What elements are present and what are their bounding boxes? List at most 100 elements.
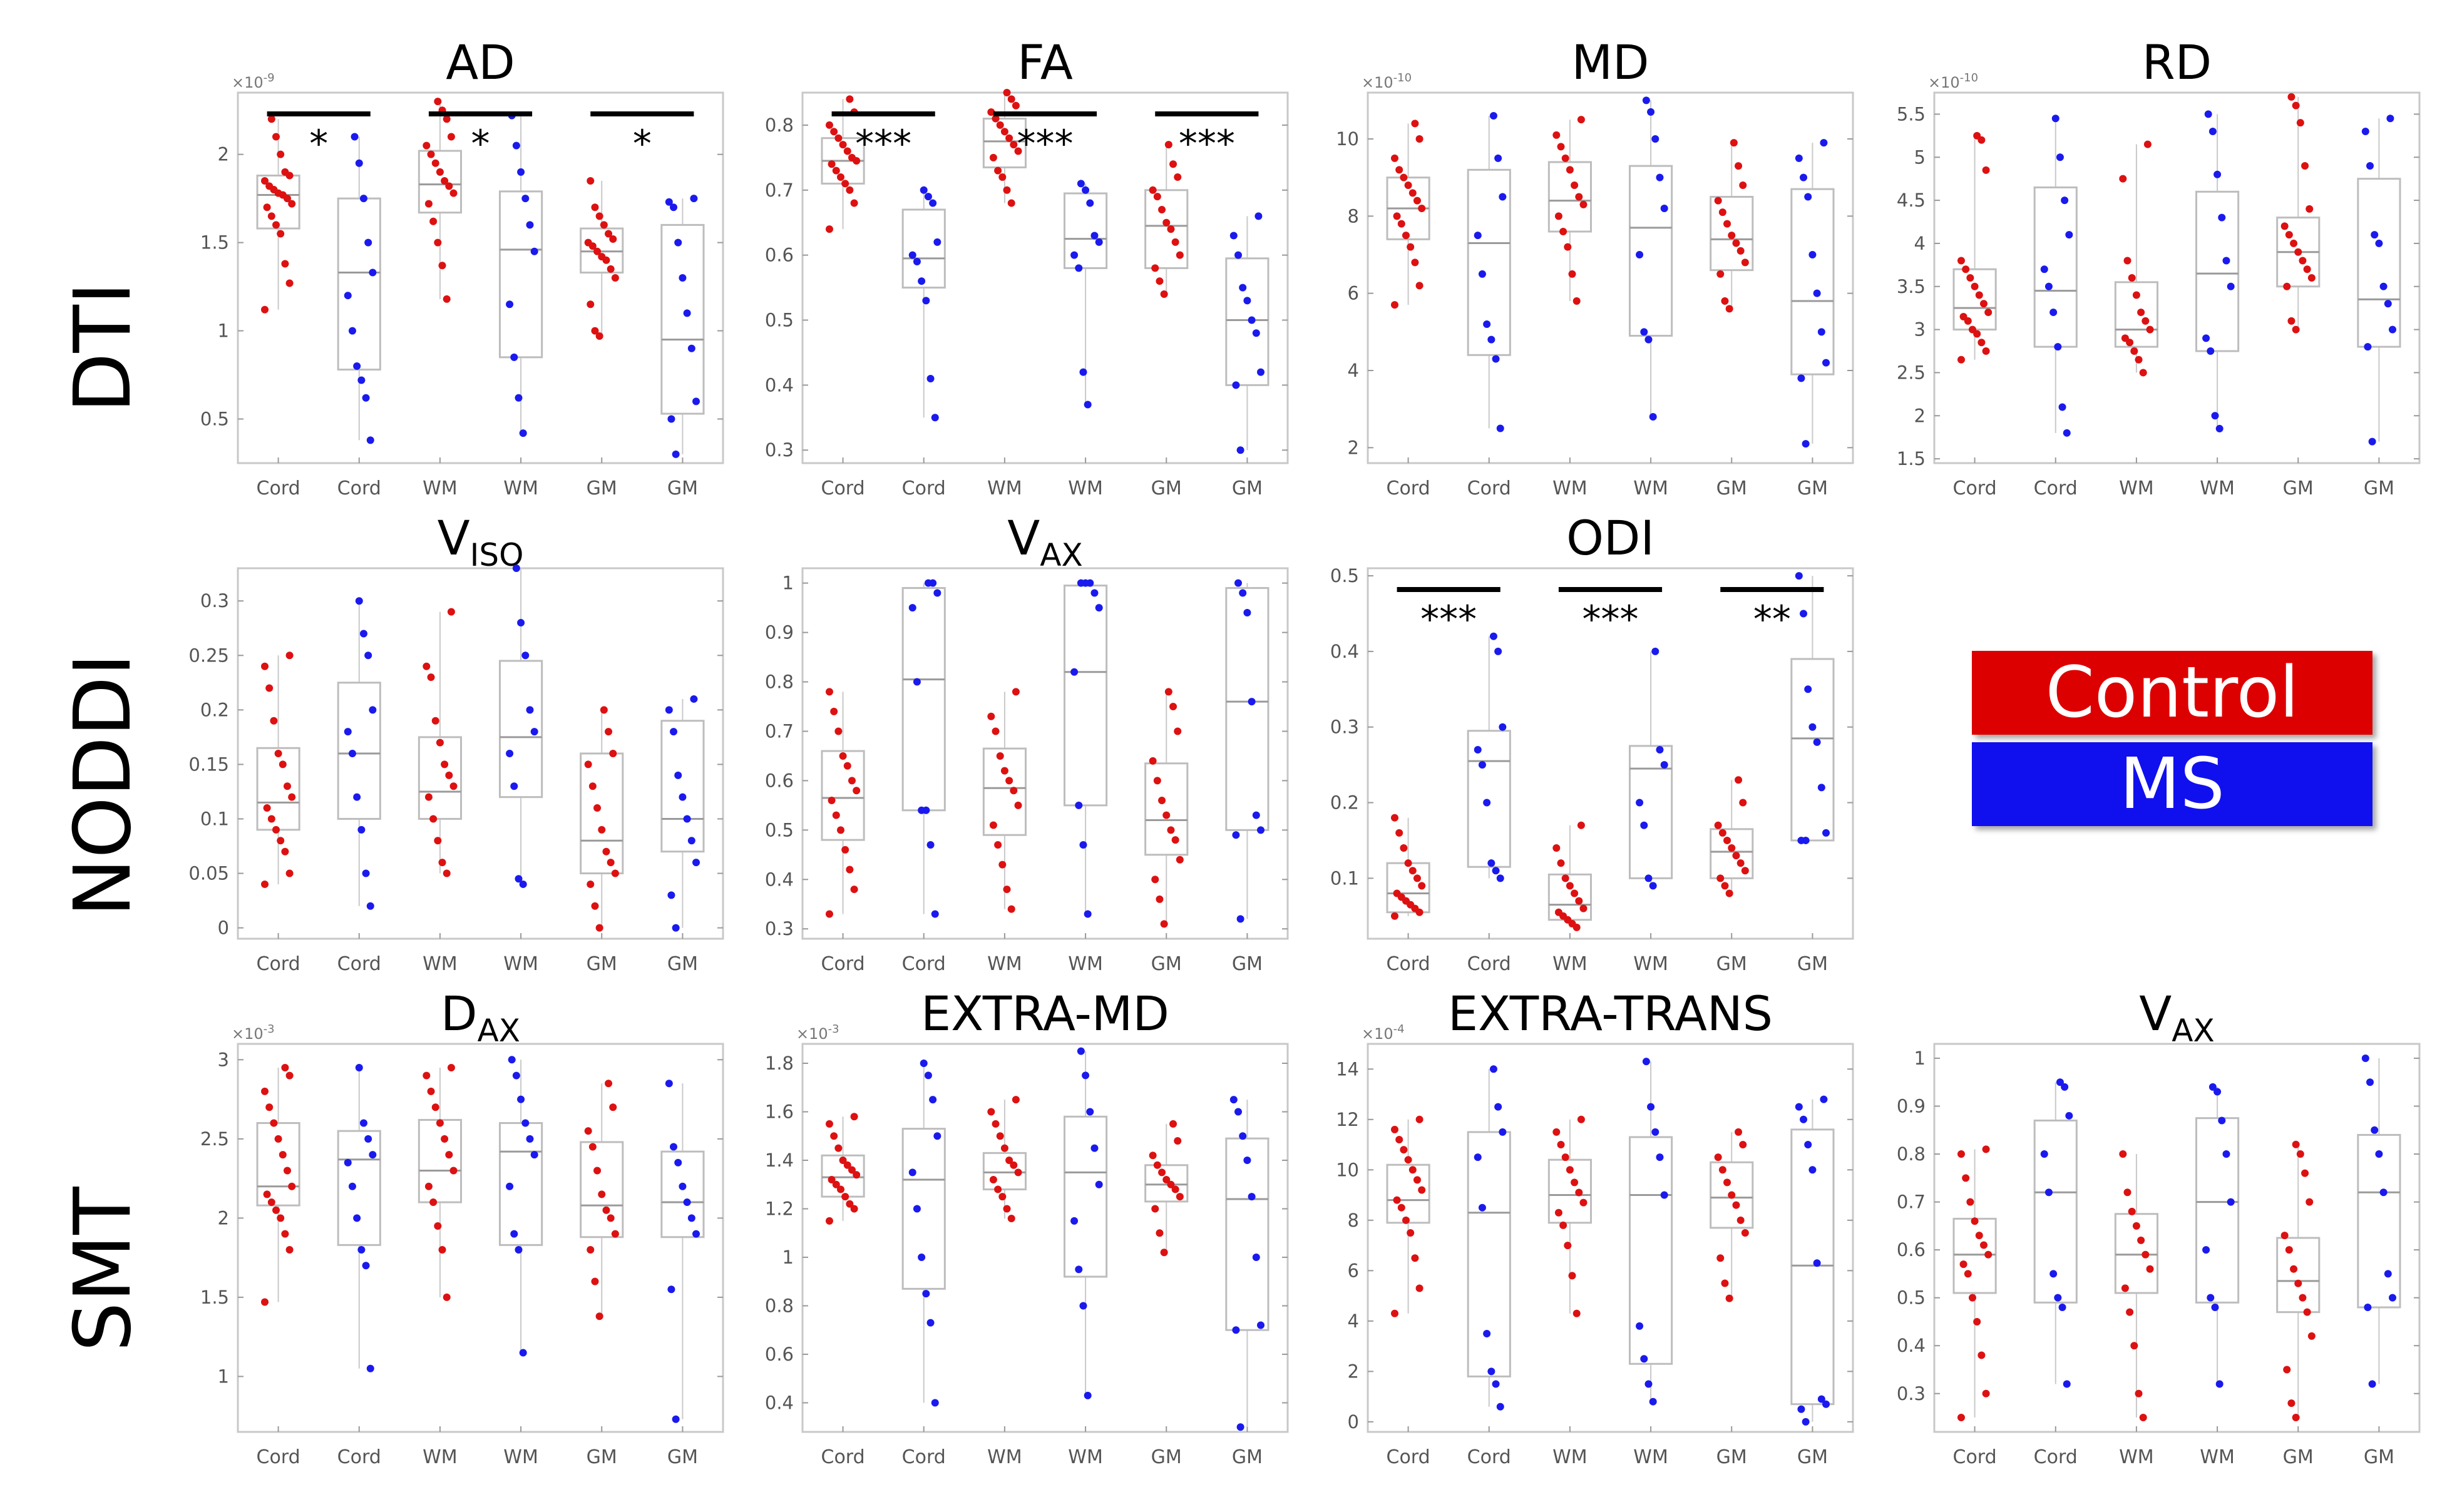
data-point — [593, 804, 602, 812]
data-point — [1012, 688, 1020, 696]
data-point — [1176, 856, 1184, 864]
data-point — [834, 727, 843, 735]
data-point — [832, 811, 840, 819]
data-point — [1496, 424, 1504, 432]
data-point — [281, 168, 289, 176]
data-point — [1651, 135, 1659, 143]
data-point — [348, 1182, 356, 1190]
data-point — [2222, 1150, 2230, 1158]
data-point — [670, 728, 678, 736]
data-point — [846, 186, 854, 194]
x-tick-label: Cord — [2034, 478, 2078, 499]
data-point — [1234, 579, 1243, 587]
data-point — [1404, 1156, 1412, 1164]
data-point — [1804, 193, 1812, 201]
data-point — [2044, 282, 2053, 290]
data-point — [1636, 251, 1644, 258]
data-point — [1800, 173, 1808, 181]
data-point — [2306, 205, 2314, 213]
data-point — [1496, 874, 1504, 882]
data-point — [1561, 1153, 1569, 1162]
y-tick-label: 12 — [1336, 1109, 1359, 1130]
data-point — [1822, 1400, 1830, 1408]
data-point — [1243, 609, 1251, 617]
y-tick-label: 2.5 — [1897, 362, 1926, 383]
x-tick-label: WM — [2200, 478, 2235, 499]
chart-title: DAX — [441, 986, 520, 1049]
data-point — [591, 327, 599, 335]
data-point — [584, 1127, 592, 1135]
data-point — [1404, 181, 1412, 189]
data-point — [2208, 127, 2217, 135]
box — [2033, 1119, 2078, 1304]
x-tick-label: WM — [1068, 953, 1103, 975]
data-point — [445, 1151, 453, 1159]
data-point — [1407, 243, 1415, 251]
data-point — [1478, 1203, 1486, 1212]
data-point — [449, 189, 458, 197]
data-point — [1239, 589, 1247, 597]
y-tick-label: 2 — [218, 144, 229, 165]
data-point — [920, 1060, 928, 1067]
data-point — [1982, 166, 1990, 174]
data-point — [1176, 251, 1184, 259]
x-tick-label: Cord — [337, 478, 381, 499]
data-point — [265, 1103, 274, 1111]
data-point — [1579, 200, 1588, 208]
x-tick-label: GM — [1797, 1446, 1828, 1468]
data-point — [2375, 1150, 2383, 1158]
plot-frame — [801, 567, 1289, 940]
data-point — [839, 752, 847, 760]
data-point — [1415, 135, 1423, 143]
data-point — [2211, 412, 2219, 420]
box — [2033, 186, 2078, 348]
y-tick-label: 2 — [1914, 405, 1926, 426]
data-point — [913, 1205, 921, 1213]
data-point — [2287, 317, 2295, 325]
data-point — [598, 1190, 606, 1198]
legend-ms: MS — [1972, 742, 2372, 826]
data-point — [843, 1161, 851, 1169]
data-point — [2294, 1279, 2302, 1287]
data-point — [431, 159, 439, 167]
data-point — [449, 1167, 458, 1175]
data-point — [2301, 1169, 2309, 1177]
data-point — [1741, 867, 1749, 875]
data-point — [2051, 115, 2059, 123]
data-point — [1984, 1250, 1993, 1259]
data-point — [1735, 1128, 1743, 1136]
chart-title: FA — [1017, 34, 1073, 90]
data-point — [2208, 1083, 2217, 1091]
data-point — [1982, 1145, 1990, 1153]
row-label-dti: DTI — [58, 282, 148, 413]
box — [1467, 730, 1511, 868]
data-point — [1257, 1321, 1265, 1329]
data-point — [1966, 1198, 1974, 1206]
data-point — [1741, 258, 1749, 267]
data-point — [2307, 274, 2316, 282]
chart-title: ODI — [1566, 510, 1654, 566]
x-tick-label: GM — [2364, 1446, 2394, 1468]
data-point — [1968, 1294, 1976, 1302]
data-point — [443, 869, 451, 877]
data-point — [344, 1158, 352, 1167]
data-point — [2361, 1054, 2369, 1062]
data-point — [933, 589, 941, 597]
y-tick-label: 0 — [218, 917, 229, 939]
data-point — [1735, 776, 1743, 784]
y-tick-label: 3 — [1914, 319, 1926, 340]
x-tick-label: WM — [1633, 478, 1668, 499]
data-point — [992, 727, 1000, 735]
x-tick-label: GM — [1151, 953, 1182, 975]
data-point — [931, 910, 939, 918]
data-point — [344, 292, 352, 300]
data-point — [924, 193, 932, 201]
data-point — [362, 394, 370, 402]
data-point — [605, 230, 613, 238]
data-point — [2287, 1399, 2295, 1407]
box — [1064, 585, 1108, 807]
data-point — [1739, 181, 1747, 189]
x-tick-label: GM — [1232, 478, 1263, 499]
data-point — [1732, 1201, 1740, 1209]
